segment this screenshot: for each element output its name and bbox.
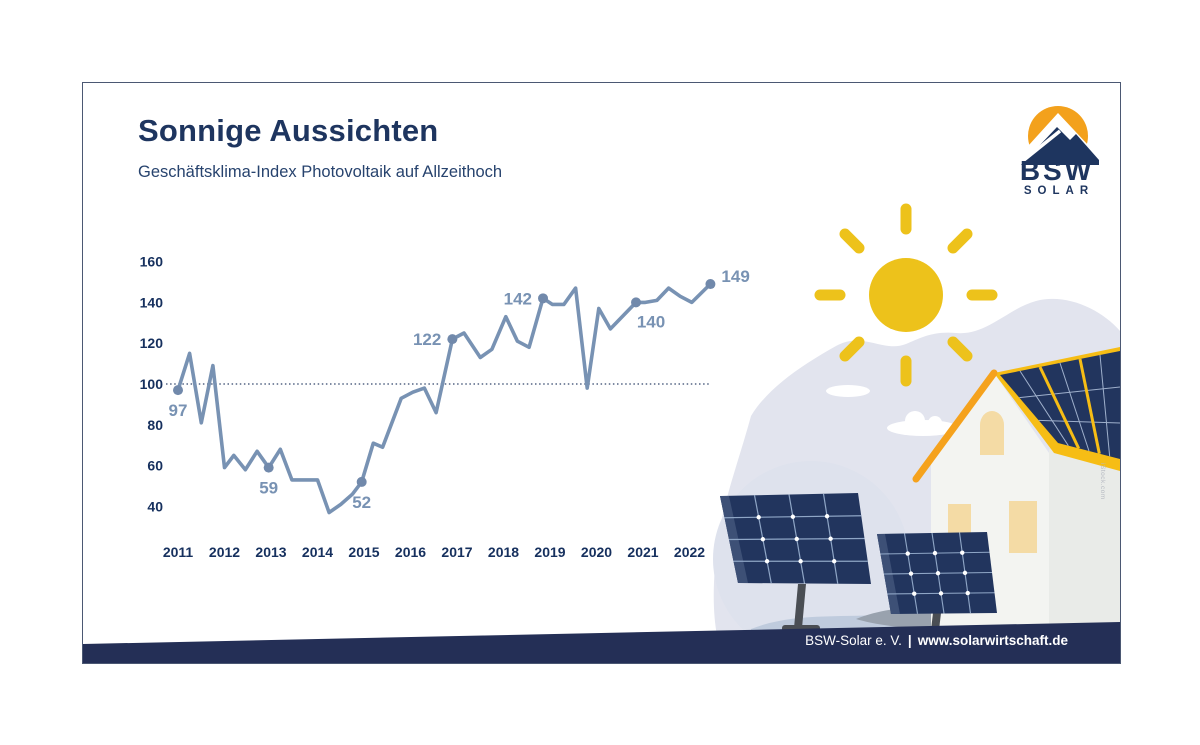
data-point-label: 142 xyxy=(504,289,532,308)
x-axis-tick: 2017 xyxy=(441,544,472,560)
data-point-label: 149 xyxy=(721,267,749,286)
y-axis-tick: 80 xyxy=(147,417,163,433)
data-point-dot xyxy=(173,385,183,396)
data-point-label: 97 xyxy=(169,401,188,420)
infographic-card: Sonnige Aussichten Geschäftsklima-Index … xyxy=(82,82,1121,664)
data-point-dot xyxy=(538,293,549,304)
x-axis-tick: 2015 xyxy=(348,544,379,560)
footer-band xyxy=(83,622,1120,663)
x-axis-tick: 2021 xyxy=(627,544,658,560)
logo-text-bsw: BSW xyxy=(1020,155,1094,186)
footer-url: www.solarwirtschaft.de xyxy=(917,633,1068,648)
x-axis-tick: 2018 xyxy=(488,544,519,560)
y-axis-tick: 120 xyxy=(140,335,164,351)
bsw-solar-logo: BSW SOLAR xyxy=(1009,106,1105,197)
y-axis-tick: 140 xyxy=(140,294,164,310)
data-point-dot xyxy=(263,462,274,473)
logo-roof-icon xyxy=(1021,127,1099,165)
data-point-label: 122 xyxy=(413,330,441,349)
image-credit: iStock.com xyxy=(1099,463,1106,500)
index-line-series xyxy=(176,282,713,515)
x-axis-tick: 2013 xyxy=(255,544,286,560)
y-axis-tick: 40 xyxy=(147,498,163,514)
data-point-dot xyxy=(631,297,642,308)
footer-text: BSW-Solar e. V. | www.solarwirtschaft.de xyxy=(805,632,1068,650)
x-axis-tick: 2011 xyxy=(163,544,194,560)
x-axis-tick: 2019 xyxy=(534,544,565,560)
footer-org: BSW-Solar e. V. xyxy=(805,633,902,648)
x-axis-tick: 2012 xyxy=(209,544,240,560)
y-axis-tick: 60 xyxy=(147,458,163,474)
data-point-label: 59 xyxy=(259,479,278,498)
window xyxy=(1009,501,1037,553)
data-point-dot xyxy=(356,476,367,487)
x-axis-tick: 2020 xyxy=(581,544,612,560)
data-point-dot xyxy=(705,279,716,290)
business-climate-line-chart: 160 140 120 100 80 60 40 2011 2012 2013 2014 2015 20… xyxy=(140,254,750,560)
data-point-label: 52 xyxy=(352,493,371,512)
page-subtitle: Geschäftsklima-Index Photovoltaik auf Al… xyxy=(138,163,503,181)
footer-separator: | xyxy=(907,633,912,648)
data-point-dot xyxy=(447,334,458,345)
x-axis-tick: 2016 xyxy=(395,544,426,560)
x-axis-tick: 2022 xyxy=(674,544,705,560)
roof-solar-array xyxy=(1000,351,1120,459)
roof-edge xyxy=(912,369,998,483)
data-point-label: 140 xyxy=(637,312,665,331)
logo-text-solar: SOLAR xyxy=(1024,185,1094,197)
ground-solar-panels xyxy=(720,493,997,651)
y-axis-tick: 100 xyxy=(140,376,164,392)
page-title: Sonnige Aussichten xyxy=(138,113,439,148)
x-axis-tick: 2014 xyxy=(302,544,333,560)
arched-window xyxy=(980,411,1004,455)
sun-icon xyxy=(814,203,998,387)
y-axis-tick: 160 xyxy=(140,254,164,270)
